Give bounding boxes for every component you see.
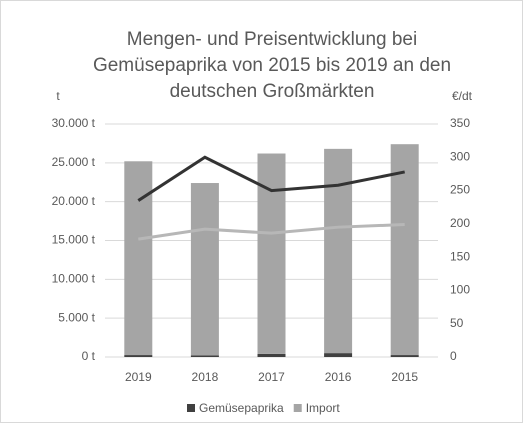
y-tick-label: 20.000 t — [52, 194, 96, 208]
bar — [190, 183, 219, 356]
y2-tick-label: 50 — [450, 316, 464, 330]
line — [138, 223, 405, 241]
bar — [324, 148, 353, 354]
bar — [390, 355, 419, 357]
bar — [124, 355, 153, 357]
bar — [124, 161, 153, 356]
bar — [324, 353, 353, 357]
y2-tick-label: 250 — [450, 183, 470, 197]
y2-tick-label: 350 — [450, 116, 470, 130]
legend-label: Gemüsepaprika — [199, 401, 284, 415]
y-tick-label: 30.000 t — [52, 116, 96, 130]
y2-tick-label: 300 — [450, 149, 470, 163]
line — [137, 155, 405, 202]
y-tick-label: 10.000 t — [52, 272, 96, 286]
bar — [190, 355, 219, 357]
y2-tick-label: 100 — [450, 283, 470, 297]
y-tick-label: 0 t — [82, 349, 96, 363]
chart-title: Mengen- und Preisentwicklung bei — [127, 29, 417, 50]
y2-axis-label: €/dt — [452, 89, 473, 103]
bar — [390, 144, 419, 356]
y-tick-label: 5.000 t — [58, 310, 95, 324]
y-tick-label: 15.000 t — [52, 233, 96, 247]
y2-tick-label: 150 — [450, 249, 470, 263]
x-tick-label: 2019 — [125, 370, 152, 384]
y-tick-label: 25.000 t — [52, 155, 96, 169]
legend-swatch — [293, 404, 302, 412]
chart-title: deutschen Großmärkten — [170, 81, 375, 102]
x-tick-label: 2017 — [258, 370, 285, 384]
x-tick-label: 2016 — [325, 370, 352, 384]
legend-label: Import — [306, 401, 341, 415]
bar — [257, 353, 286, 357]
legend-swatch — [187, 404, 195, 412]
y2-tick-label: 200 — [450, 216, 470, 230]
y2-tick-label: 0 — [450, 349, 457, 363]
bar — [257, 153, 286, 354]
x-tick-label: 2018 — [192, 370, 219, 384]
y-axis-label: t — [56, 89, 60, 103]
chart-title: Gemüsepaprika von 2015 bis 2019 an den — [93, 55, 451, 76]
x-tick-label: 2015 — [391, 370, 418, 384]
